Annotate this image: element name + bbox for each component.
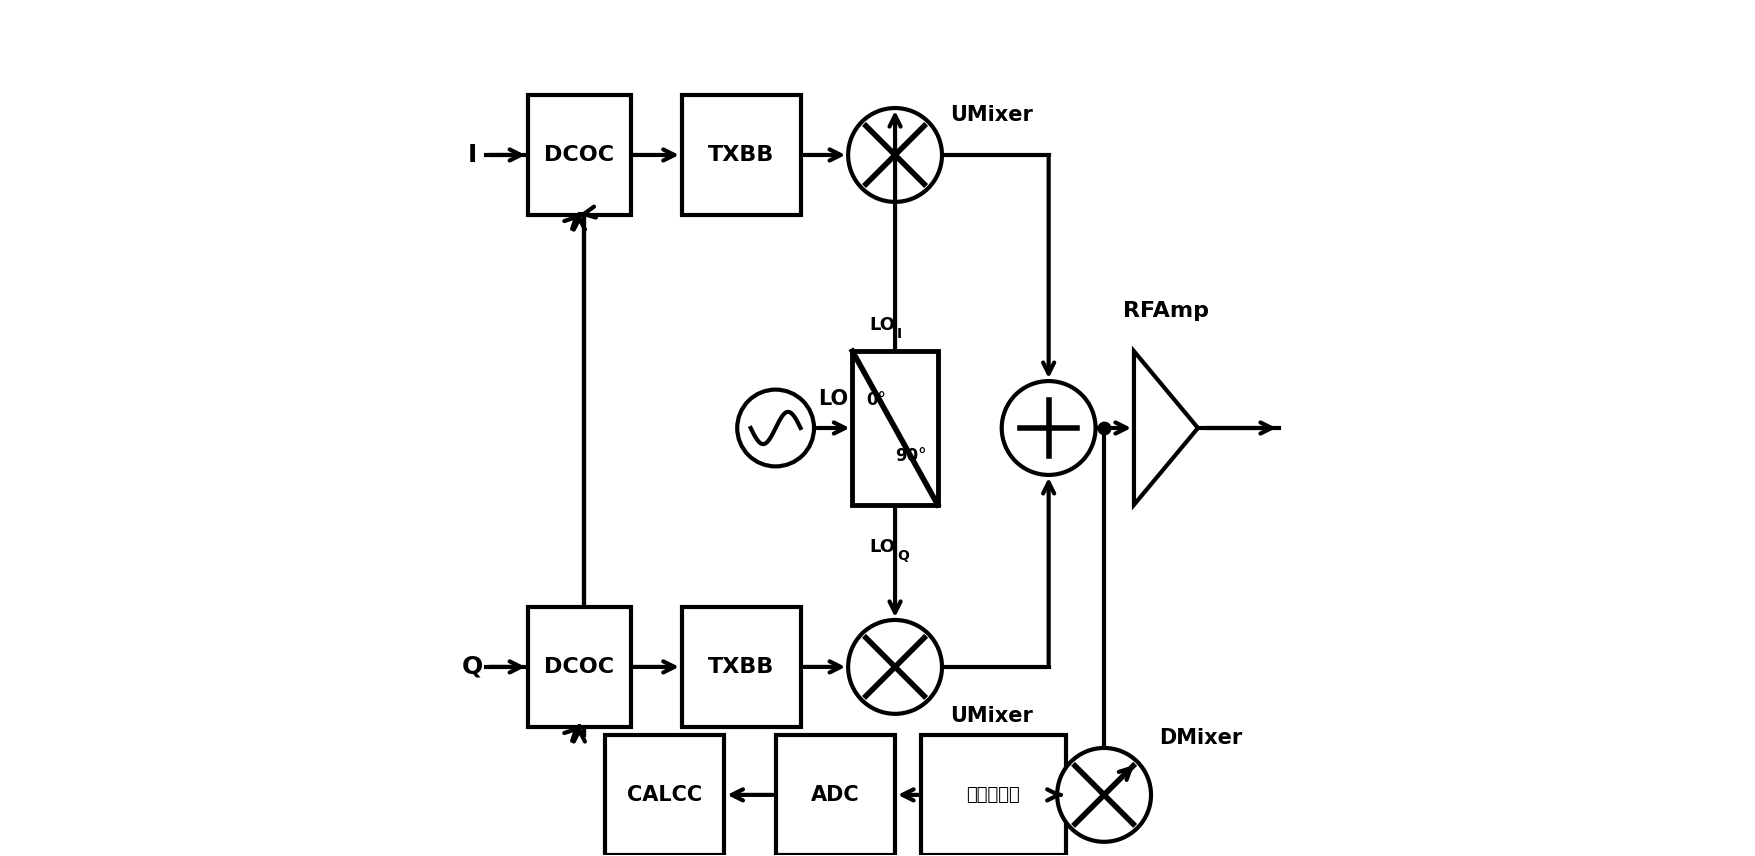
FancyBboxPatch shape <box>605 735 725 854</box>
Text: RFAmp: RFAmp <box>1123 301 1207 321</box>
Text: TXBB: TXBB <box>707 657 774 677</box>
Circle shape <box>1000 381 1095 475</box>
Text: LO: LO <box>869 538 895 556</box>
Text: Q: Q <box>897 549 907 562</box>
Text: UMixer: UMixer <box>949 706 1032 727</box>
FancyBboxPatch shape <box>776 735 895 854</box>
Text: DMixer: DMixer <box>1158 728 1243 747</box>
Text: I: I <box>469 143 477 167</box>
Text: 0°: 0° <box>865 391 886 409</box>
Text: 90°: 90° <box>893 447 925 465</box>
Polygon shape <box>1134 351 1197 505</box>
FancyBboxPatch shape <box>851 351 937 505</box>
Text: LO: LO <box>818 389 848 409</box>
FancyBboxPatch shape <box>920 735 1065 854</box>
Text: ADC: ADC <box>811 785 860 805</box>
Circle shape <box>848 108 941 202</box>
FancyBboxPatch shape <box>528 95 630 215</box>
Text: DCOC: DCOC <box>544 145 614 165</box>
Text: DCOC: DCOC <box>544 657 614 677</box>
Circle shape <box>1057 748 1150 841</box>
Text: UMixer: UMixer <box>949 104 1032 125</box>
FancyBboxPatch shape <box>681 607 800 727</box>
FancyBboxPatch shape <box>681 95 800 215</box>
Text: LO: LO <box>869 316 895 334</box>
Text: 基带检测器: 基带检测器 <box>965 786 1020 804</box>
Text: Q: Q <box>462 655 483 679</box>
Circle shape <box>848 620 941 714</box>
Circle shape <box>737 389 814 467</box>
Text: CALCC: CALCC <box>627 785 702 805</box>
Text: TXBB: TXBB <box>707 145 774 165</box>
Text: I: I <box>897 327 902 341</box>
FancyBboxPatch shape <box>528 607 630 727</box>
